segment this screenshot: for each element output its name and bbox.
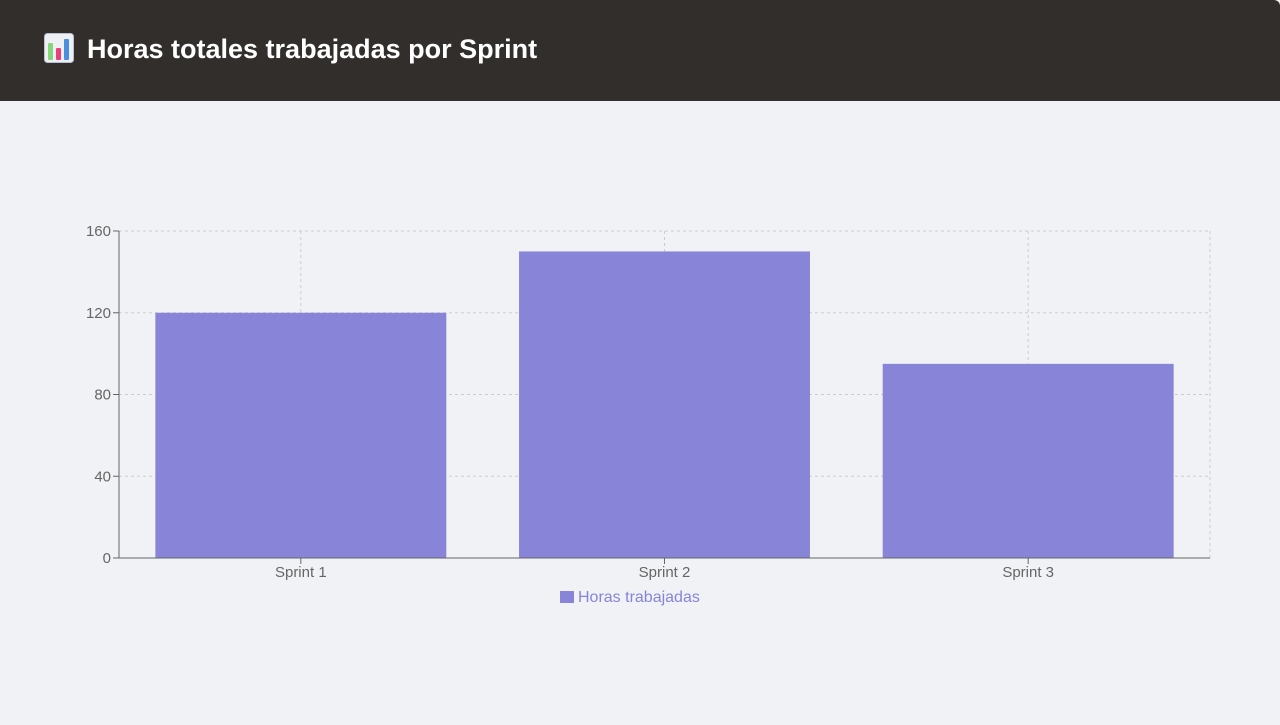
y-tick-label: 160 [86, 223, 111, 240]
bar-sprint-2[interactable] [519, 251, 810, 558]
bar-sprint-3[interactable] [882, 363, 1174, 558]
page-title: Horas totales trabajadas por Sprint [87, 34, 538, 64]
legend-label: Horas trabajadas [578, 589, 700, 606]
x-tick-label: Sprint 1 [275, 564, 327, 581]
bar-chart-icon [44, 33, 74, 63]
x-tick-label: Sprint 3 [1002, 564, 1054, 581]
legend-swatch [560, 591, 574, 603]
x-tick-label: Sprint 2 [639, 564, 691, 581]
legend[interactable]: Horas trabajadas [560, 589, 700, 606]
y-tick-label: 80 [94, 387, 111, 404]
bar-chart: 0 40 80 120 160 Sprint 1 Sprint 2 Sprint 3 Hora… [86, 223, 1211, 606]
y-tick-label: 120 [86, 305, 111, 322]
chart-container: 0 40 80 120 160 Sprint 1 Sprint 2 Sprint 3 Hora… [0, 101, 1280, 720]
y-tick-label: 40 [94, 468, 111, 485]
y-tick-label: 0 [103, 550, 111, 567]
page-header: Horas totales trabajadas por Sprint [0, 0, 1280, 101]
bar-sprint-1[interactable] [155, 312, 447, 558]
